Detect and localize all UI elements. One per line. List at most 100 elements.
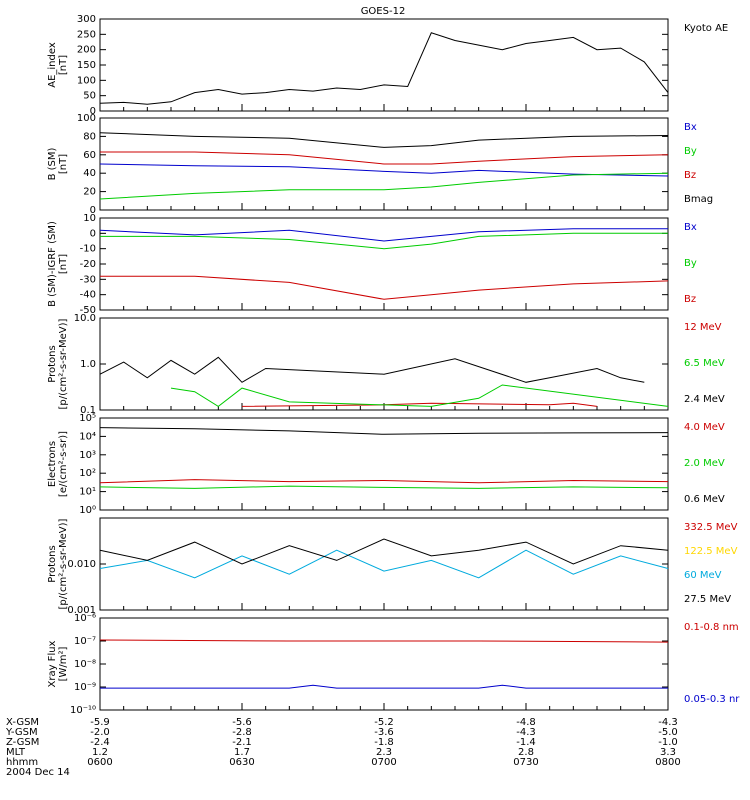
y-tick-label: -50 <box>80 305 96 316</box>
footer-row-label: X-GSM <box>6 717 39 728</box>
y-axis-label: [p/(cm²-s-sr-MeV)] <box>58 518 69 609</box>
panel-4: 0.1 1.0 10.0 Protons [p/(cm²-s-sr-MeV)] 12 Me… <box>47 313 725 416</box>
y-axis-label: B (SM) <box>47 147 58 180</box>
series-line <box>100 275 669 300</box>
panel-frame <box>99 217 669 311</box>
y-tick-label: 80 <box>83 131 96 142</box>
footer-row-label: Z-GSM <box>6 737 39 748</box>
y-axis-label: B (SM)-IGRF (SM) <box>47 221 58 307</box>
panel-3: -50 -40 -30 -20 -10 0 10 B (SM)-IGRF (SM) [nT] Bx… <box>47 213 697 316</box>
footer-value: 1.2 <box>92 747 108 758</box>
series-line <box>99 172 669 200</box>
series-line <box>99 132 669 148</box>
y-tick-label: 40 <box>83 168 96 179</box>
legend-label: 6.5 MeV <box>684 358 725 369</box>
legend-label: By <box>684 258 697 269</box>
legend-label: 4.0 MeV <box>684 422 725 433</box>
panel-frame <box>99 617 669 711</box>
legend-label: Bz <box>684 294 696 305</box>
footer-value: -5.9 <box>90 717 110 728</box>
legend-label: Kyoto AE <box>684 23 728 34</box>
y-tick-label: 10⁻⁸ <box>74 659 96 670</box>
y-tick-label: 0 <box>90 205 96 216</box>
panel-2: 0 20 40 60 80 100 B (SM) [nT] Bx By Bz Bmag <box>47 113 713 216</box>
y-tick-label: -40 <box>80 290 96 301</box>
series-line <box>99 479 669 484</box>
footer-value: 0600 <box>87 757 112 768</box>
series-line <box>99 356 645 383</box>
panel-7: 10⁻¹⁰ 10⁻⁹ 10⁻⁸ 10⁻⁷ 10⁻⁶ Xray Flux [W/m²] 0.1-… <box>47 613 740 716</box>
legend-label: Bz <box>684 170 696 181</box>
footer-value: -2.8 <box>232 727 252 738</box>
series-line <box>99 485 669 489</box>
y-tick-label: 250 <box>77 29 96 40</box>
y-tick-label: 10³ <box>79 450 96 461</box>
y-tick-label: 0 <box>90 228 96 239</box>
footer-ephemeris: X-GSM -5.9 -5.6 -5.2 -4.8 -4.3Y-GSM -2.0 -2.8 -3… <box>5 717 681 778</box>
y-tick-label: 10⁰ <box>79 505 96 516</box>
series-line <box>99 32 669 105</box>
date-label: 2004 Dec 14 <box>6 767 70 778</box>
y-axis-label: [e/(cm²-s-sr)] <box>58 431 69 497</box>
y-axis-label: [p/(cm²-s-sr-MeV)] <box>58 318 69 409</box>
series-line <box>99 427 669 435</box>
footer-value: 0630 <box>229 757 254 768</box>
y-tick-label: 0.1 <box>80 405 96 416</box>
y-tick-label: 0.001 <box>67 605 96 616</box>
y-tick-label: 20 <box>83 187 96 198</box>
y-tick-label: 10² <box>79 468 96 479</box>
y-tick-label: -20 <box>80 259 96 270</box>
footer-value: -4.8 <box>516 717 536 728</box>
footer-value: 0800 <box>655 757 680 768</box>
y-tick-label: 1.0 <box>80 359 96 370</box>
series-line <box>99 538 669 565</box>
panel-frame <box>99 517 669 611</box>
y-tick-label: 10⁻⁹ <box>74 682 96 693</box>
legend-label: 0.1-0.8 nm <box>684 622 739 633</box>
series-line <box>100 151 669 165</box>
legend-label: 60 MeV <box>684 570 722 581</box>
footer-value: -5.0 <box>658 727 678 738</box>
y-axis-label: Xray Flux <box>47 640 58 687</box>
y-tick-label: 200 <box>77 45 96 56</box>
legend-label: 12 MeV <box>684 322 722 333</box>
footer-value: 2.8 <box>518 747 534 758</box>
y-axis-label: [nT] <box>58 154 69 174</box>
y-tick-label: 10⁴ <box>79 431 96 442</box>
y-tick-label: 10⁻⁷ <box>74 636 96 647</box>
legend-label: Bx <box>684 222 697 233</box>
y-axis-label: Protons <box>47 545 58 582</box>
y-axis-label: [nT] <box>58 254 69 274</box>
footer-value: -1.0 <box>658 737 678 748</box>
y-tick-label: 10 <box>83 213 96 224</box>
y-axis-label: [nT] <box>58 55 69 75</box>
panel-5: 10⁰ 10¹ 10² 10³ 10⁴ 10⁵ Electrons [e/(cm²-s-sr)… <box>47 413 725 516</box>
y-tick-label: 10.0 <box>74 313 96 324</box>
y-tick-label: 100 <box>77 113 96 124</box>
legend-label: Bx <box>684 122 697 133</box>
footer-row-label: Y-GSM <box>5 727 38 738</box>
footer-value: -5.2 <box>374 717 394 728</box>
y-tick-label: 150 <box>77 60 96 71</box>
footer-value: 0700 <box>371 757 396 768</box>
series-line <box>99 228 668 242</box>
footer-value: -3.6 <box>374 727 394 738</box>
y-tick-label: 10¹ <box>79 487 96 498</box>
y-axis-label: [W/m²] <box>58 646 69 681</box>
series-line <box>99 549 669 579</box>
footer-value: -2.4 <box>90 737 110 748</box>
footer-value: -1.8 <box>374 737 394 748</box>
series-line <box>100 232 668 250</box>
y-tick-label: 0.010 <box>67 559 96 570</box>
footer-value: -4.3 <box>516 727 536 738</box>
y-tick-label: 300 <box>77 14 96 25</box>
panel-frame <box>99 317 669 411</box>
y-tick-label: 50 <box>83 91 96 102</box>
y-tick-label: 0 <box>90 106 96 117</box>
y-tick-label: 10⁵ <box>79 413 96 424</box>
y-axis-label: Electrons <box>47 441 58 487</box>
footer-row-label: hhmm <box>6 757 38 768</box>
legend-label: 27.5 MeV <box>684 594 731 605</box>
footer-value: -5.6 <box>232 717 252 728</box>
